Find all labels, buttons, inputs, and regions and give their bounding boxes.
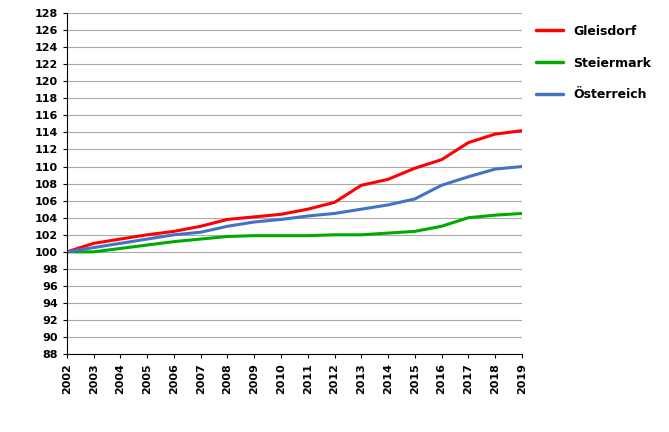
Österreich [438, 183, 446, 188]
Gleisdorf [384, 177, 392, 182]
Gleisdorf [357, 183, 365, 188]
Steiermark [197, 236, 205, 241]
Österreich [357, 206, 365, 212]
Steiermark [143, 242, 151, 248]
Steiermark [304, 233, 312, 238]
Steiermark [357, 232, 365, 238]
Gleisdorf [438, 157, 446, 162]
Line: Gleisdorf: Gleisdorf [67, 131, 522, 252]
Österreich [250, 219, 258, 225]
Steiermark [170, 239, 178, 244]
Österreich [384, 202, 392, 207]
Österreich [277, 217, 285, 222]
Österreich [491, 166, 499, 172]
Gleisdorf [277, 212, 285, 217]
Österreich [464, 174, 472, 179]
Österreich [304, 213, 312, 219]
Steiermark [491, 213, 499, 218]
Line: Österreich: Österreich [67, 167, 522, 252]
Gleisdorf [464, 140, 472, 145]
Österreich [223, 224, 231, 229]
Österreich [143, 236, 151, 241]
Steiermark [518, 211, 526, 216]
Österreich [411, 197, 419, 202]
Österreich [90, 245, 98, 250]
Gleisdorf [63, 249, 71, 254]
Steiermark [438, 224, 446, 229]
Steiermark [330, 232, 339, 238]
Steiermark [116, 246, 124, 251]
Gleisdorf [330, 200, 339, 205]
Gleisdorf [90, 241, 98, 246]
Legend: Gleisdorf, Steiermark, Österreich: Gleisdorf, Steiermark, Österreich [531, 20, 656, 106]
Gleisdorf [250, 214, 258, 219]
Steiermark [223, 234, 231, 239]
Österreich [197, 230, 205, 235]
Gleisdorf [223, 217, 231, 222]
Gleisdorf [197, 224, 205, 229]
Gleisdorf [304, 206, 312, 212]
Gleisdorf [116, 236, 124, 241]
Steiermark [411, 229, 419, 234]
Steiermark [250, 233, 258, 238]
Gleisdorf [411, 165, 419, 171]
Gleisdorf [518, 128, 526, 133]
Line: Steiermark: Steiermark [67, 213, 522, 252]
Steiermark [277, 233, 285, 238]
Gleisdorf [170, 229, 178, 234]
Gleisdorf [491, 131, 499, 137]
Österreich [170, 232, 178, 238]
Steiermark [63, 249, 71, 254]
Steiermark [384, 231, 392, 236]
Steiermark [90, 249, 98, 254]
Österreich [116, 241, 124, 246]
Gleisdorf [143, 232, 151, 238]
Österreich [63, 249, 71, 254]
Österreich [518, 164, 526, 169]
Österreich [330, 211, 339, 216]
Steiermark [464, 215, 472, 220]
